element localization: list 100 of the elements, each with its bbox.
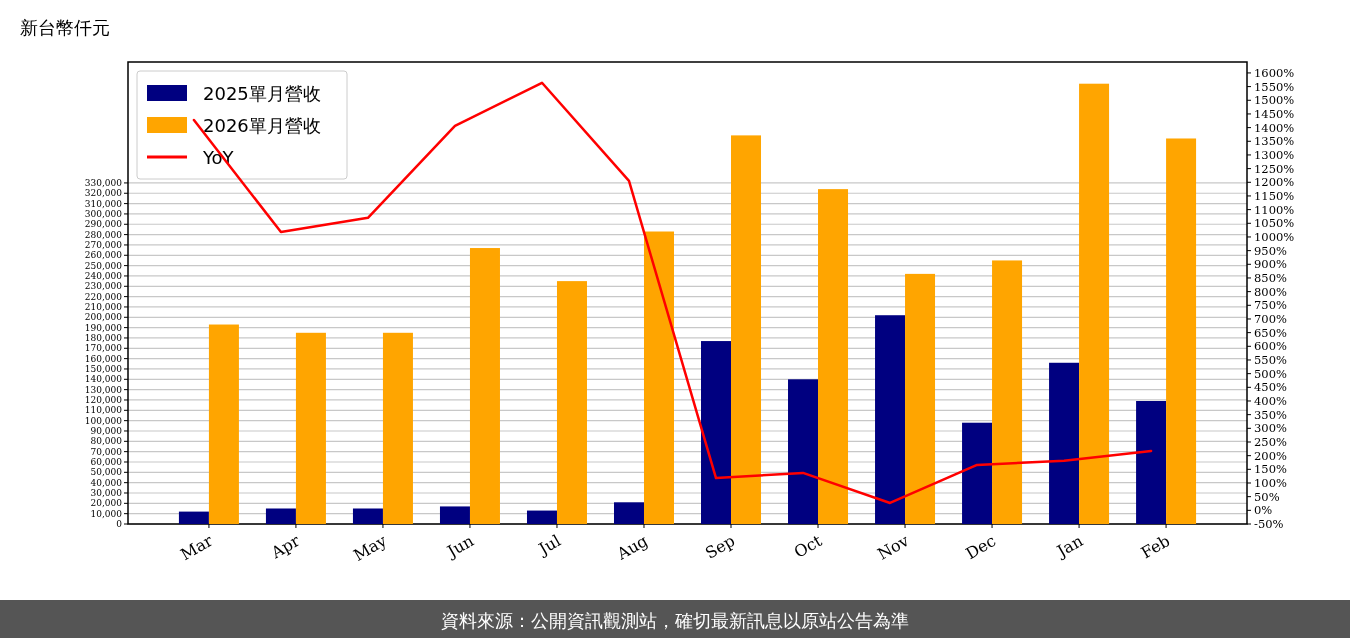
bar (178, 511, 209, 524)
y2-tick-label: 1100% (1254, 202, 1295, 217)
y-tick-label: 20,000 (90, 498, 123, 509)
legend-label: 2026單月營收 (203, 114, 321, 136)
y-axis-title: 新台幣仟元 (20, 17, 110, 38)
y2-tick-label: 950% (1254, 243, 1287, 258)
bar (1049, 362, 1080, 524)
y-tick-label: 320,000 (84, 188, 123, 199)
y-tick-label: 270,000 (84, 239, 123, 250)
y2-tick-label: 750% (1254, 298, 1287, 313)
bar (643, 231, 674, 524)
y2-tick-label: 200% (1254, 448, 1287, 463)
bar (1136, 401, 1167, 524)
x-tick-label: Dec (962, 530, 1000, 564)
bar (992, 260, 1023, 524)
y2-tick-label: 250% (1254, 434, 1287, 449)
y-tick-label: 70,000 (90, 446, 123, 457)
y2-tick-label: 1050% (1254, 216, 1295, 231)
bar (905, 273, 936, 524)
bar (1166, 138, 1197, 524)
y2-tick-label: 1500% (1254, 93, 1295, 108)
y2-tick-label: 300% (1254, 421, 1287, 436)
y-tick-label: 190,000 (84, 322, 123, 333)
y2-tick-label: 1150% (1254, 188, 1295, 203)
y2-tick-label: 100% (1254, 475, 1287, 490)
y-tick-label: 240,000 (84, 270, 123, 281)
y2-tick-label: 150% (1254, 462, 1287, 477)
bar (439, 506, 470, 524)
x-tick-label: Feb (1137, 531, 1174, 563)
x-tick-label: Apr (267, 530, 304, 563)
y-tick-label: 30,000 (90, 487, 123, 498)
y-tick-label: 130,000 (84, 384, 123, 395)
y-tick-label: 280,000 (84, 229, 123, 240)
bar (469, 248, 500, 524)
y2-tick-label: 850% (1254, 270, 1287, 285)
bar (788, 379, 819, 524)
x-tick-label: Jun (442, 531, 477, 562)
bar (382, 332, 413, 524)
bar (295, 332, 326, 524)
y-tick-label: 290,000 (84, 219, 123, 230)
x-tick-label: Mar (177, 530, 217, 565)
bar (962, 422, 993, 524)
y-tick-label: 100,000 (84, 415, 123, 426)
x-tick-label: Sep (701, 531, 739, 563)
bar (208, 324, 239, 524)
x-tick-label: Aug (612, 531, 651, 565)
legend-label: 2025單月營收 (203, 82, 321, 104)
y2-tick-label: 1450% (1254, 106, 1295, 121)
source-note: 資料來源：公開資訊觀測站，確切最新訊息以原站公告為準 (441, 609, 909, 631)
y-tick-label: 250,000 (84, 260, 123, 271)
y-tick-label: 90,000 (90, 425, 123, 436)
y-tick-label: 260,000 (84, 250, 123, 261)
bar (818, 189, 849, 524)
y2-tick-label: 1350% (1254, 134, 1295, 149)
y-tick-label: 220,000 (84, 291, 123, 302)
y-tick-label: 200,000 (84, 312, 123, 323)
line-series (192, 81, 1153, 505)
y2-tick-label: 1550% (1254, 79, 1295, 94)
y2-tick-label: 650% (1254, 325, 1287, 340)
y2-tick-label: 400% (1254, 393, 1287, 408)
x-tick-label: Jul (533, 531, 564, 560)
y2-tick-label: 800% (1254, 284, 1287, 299)
y2-tick-label: 1000% (1254, 229, 1295, 244)
bar (701, 341, 732, 524)
y-tick-label: 120,000 (84, 394, 123, 405)
y2-tick-label: 900% (1254, 257, 1287, 272)
y-tick-label: 50,000 (90, 467, 123, 478)
y2-tick-label: 450% (1254, 380, 1287, 395)
y-tick-label: 230,000 (84, 281, 123, 292)
y-tick-label: 10,000 (90, 508, 123, 519)
y2-tick-label: 1400% (1254, 120, 1295, 135)
y2-tick-label: 1300% (1254, 147, 1295, 162)
y2-tick-label: 1250% (1254, 161, 1295, 176)
y-tick-label: 40,000 (90, 477, 123, 488)
y-tick-label: 210,000 (84, 301, 123, 312)
y2-tick-label: 700% (1254, 311, 1287, 326)
y-tick-label: 60,000 (90, 456, 123, 467)
y2-tick-label: 600% (1254, 339, 1287, 354)
y2-tick-label: 350% (1254, 407, 1287, 422)
bar (352, 508, 383, 524)
x-tick-label: May (350, 531, 390, 565)
y2-tick-label: 1600% (1254, 65, 1295, 80)
bar (265, 508, 296, 524)
bar (613, 502, 644, 524)
y2-tick-label: -50% (1254, 517, 1284, 531)
y2-tick-label: 0% (1254, 503, 1273, 518)
x-tick-label: Oct (790, 530, 826, 562)
y2-tick-label: 1200% (1254, 175, 1295, 190)
y-tick-label: 330,000 (84, 177, 123, 188)
x-tick-label: Jan (1052, 531, 1087, 562)
y-tick-label: 150,000 (84, 363, 123, 374)
y-tick-label: 140,000 (84, 374, 123, 385)
y2-tick-label: 550% (1254, 352, 1287, 367)
y2-tick-label: 50% (1254, 489, 1280, 504)
y-tick-label: 160,000 (84, 353, 123, 364)
bar (1079, 83, 1110, 524)
bar (556, 281, 587, 524)
bar (875, 315, 906, 524)
y-tick-label: 0 (116, 519, 123, 529)
y-tick-label: 170,000 (84, 343, 123, 354)
